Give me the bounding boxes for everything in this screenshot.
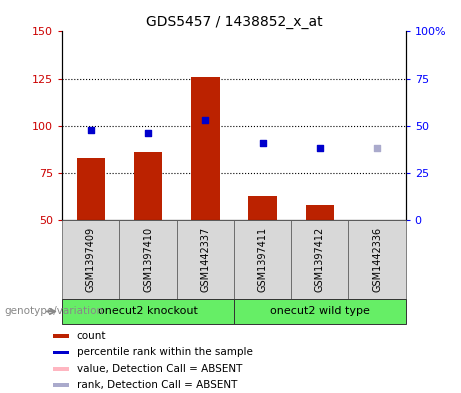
Bar <box>248 196 277 220</box>
Bar <box>191 77 219 220</box>
Bar <box>77 158 105 220</box>
Text: GSM1397409: GSM1397409 <box>86 227 96 292</box>
Point <box>316 145 324 152</box>
Text: genotype/variation: genotype/variation <box>5 307 104 316</box>
Bar <box>62 299 234 324</box>
Text: count: count <box>77 331 106 341</box>
Bar <box>306 205 334 220</box>
Point <box>201 117 209 123</box>
Bar <box>134 152 162 220</box>
Text: GSM1397412: GSM1397412 <box>315 227 325 292</box>
Bar <box>349 220 406 299</box>
Text: rank, Detection Call = ABSENT: rank, Detection Call = ABSENT <box>77 380 237 390</box>
Point <box>373 145 381 152</box>
Point <box>87 127 95 133</box>
Text: percentile rank within the sample: percentile rank within the sample <box>77 347 253 358</box>
Bar <box>53 383 69 387</box>
Title: GDS5457 / 1438852_x_at: GDS5457 / 1438852_x_at <box>146 15 322 29</box>
Text: onecut2 wild type: onecut2 wild type <box>270 307 370 316</box>
Text: GSM1397411: GSM1397411 <box>258 227 267 292</box>
Bar <box>291 220 349 299</box>
Bar <box>234 299 406 324</box>
Point <box>259 140 266 146</box>
Bar <box>234 220 291 299</box>
Bar <box>62 220 119 299</box>
Bar <box>53 351 69 354</box>
Text: GSM1442336: GSM1442336 <box>372 227 382 292</box>
Text: GSM1442337: GSM1442337 <box>201 227 210 292</box>
Bar <box>119 220 177 299</box>
Text: GSM1397410: GSM1397410 <box>143 227 153 292</box>
Text: onecut2 knockout: onecut2 knockout <box>98 307 198 316</box>
Point <box>144 130 152 136</box>
Bar <box>53 334 69 338</box>
Bar <box>177 220 234 299</box>
Bar <box>53 367 69 371</box>
Text: value, Detection Call = ABSENT: value, Detection Call = ABSENT <box>77 364 242 374</box>
